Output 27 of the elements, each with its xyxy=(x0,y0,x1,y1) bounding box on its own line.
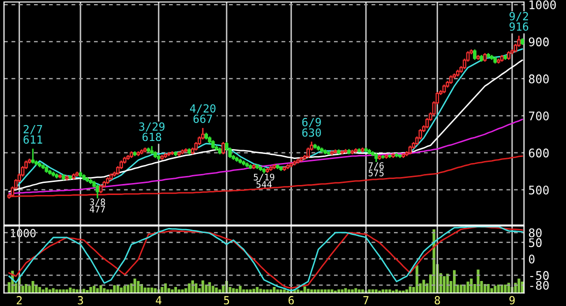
x-tick-label: 4 xyxy=(156,296,162,304)
annotation: 4/20 667 xyxy=(190,104,216,124)
y-tick-label: 80 xyxy=(528,228,542,238)
y-tick-label: 1000 xyxy=(530,0,556,10)
y-tick-label: 500 xyxy=(528,186,549,194)
x-tick-label: 7 xyxy=(363,296,368,304)
annotation: 7/6 575 xyxy=(368,162,384,176)
x-tick-label: 2 xyxy=(16,296,22,304)
y-tick-label: 700 xyxy=(528,111,549,120)
x-tick-label: 9 xyxy=(509,296,515,304)
x-tick-label: 8 xyxy=(434,296,440,304)
y-tick-label: 900 xyxy=(528,37,549,46)
annotation: 3/8 477 xyxy=(90,198,106,212)
y-tick-label: 600 xyxy=(528,148,549,158)
y-tick-label: 50 xyxy=(528,238,542,248)
y-tick-label: -50 xyxy=(530,271,549,280)
x-tick-label: 6 xyxy=(288,296,294,304)
annotation: 3/29 618 xyxy=(139,122,164,142)
annotation: 5/19 544 xyxy=(254,174,274,188)
annotation: 6/9 630 xyxy=(302,118,321,137)
x-tick-label: 3 xyxy=(78,296,83,304)
y-tick-label: 800 xyxy=(528,74,549,84)
annotation: 2/7 611 xyxy=(24,124,42,144)
x-tick-label: 5 xyxy=(224,296,230,304)
y-tick-label: -80 xyxy=(530,280,549,290)
annotation: 9/2 916 xyxy=(510,12,528,31)
y-tick-label: 0 xyxy=(528,254,535,264)
